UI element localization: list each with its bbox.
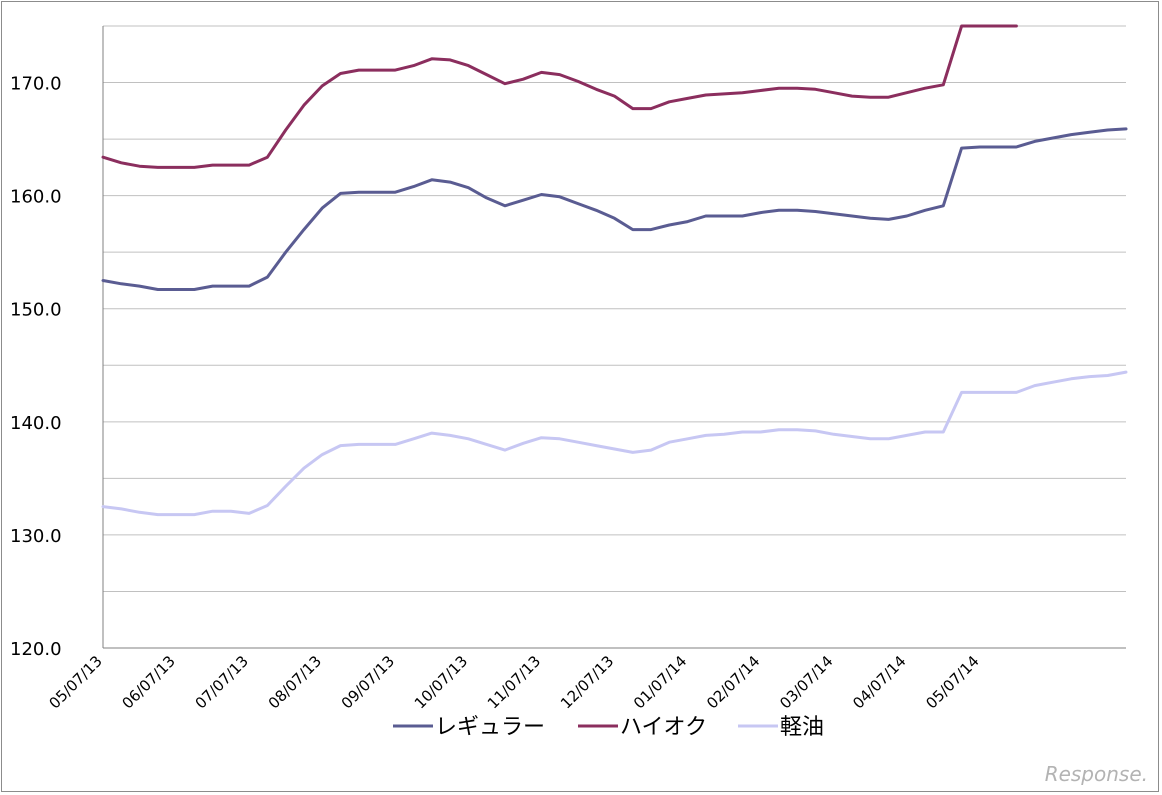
y-tick-label: 140.0	[10, 413, 62, 434]
y-tick-label: 150.0	[10, 300, 62, 321]
legend: レギュラー ハイオク 軽油	[393, 715, 824, 740]
x-tick-label: 05/07/14	[922, 652, 982, 712]
x-tick-label: 12/07/13	[557, 652, 617, 712]
series-line	[101, 24, 1018, 169]
legend-label: 軽油	[780, 715, 824, 740]
x-tick-label: 05/07/13	[45, 652, 105, 712]
x-tick-label: 06/07/13	[119, 652, 179, 712]
y-tick-label: 120.0	[10, 639, 62, 660]
y-tick-label: 130.0	[10, 526, 62, 547]
axes	[102, 26, 1126, 649]
x-tick-label: 01/07/14	[630, 652, 690, 712]
series-lines	[101, 24, 1128, 517]
legend-label: ハイオク	[620, 715, 707, 740]
series-line	[101, 370, 1128, 517]
x-tick-label: 09/07/13	[338, 652, 398, 712]
x-tick-label: 03/07/14	[776, 652, 836, 712]
x-tick-label: 08/07/13	[265, 652, 325, 712]
x-tick-label: 02/07/14	[703, 652, 763, 712]
gridlines	[103, 25, 1126, 592]
y-axis-ticks: 120.0 130.0 140.0 150.0 160.0 170.0	[10, 74, 62, 660]
x-tick-label: 07/07/13	[192, 652, 252, 712]
y-tick-label: 170.0	[10, 74, 62, 95]
x-tick-label: 10/07/13	[411, 652, 471, 712]
series-line	[101, 127, 1128, 291]
x-tick-label: 04/07/14	[849, 652, 909, 712]
y-tick-label: 160.0	[10, 187, 62, 208]
x-axis-ticks: 05/07/13 06/07/13 07/07/13 08/07/13 09/07/13…	[45, 652, 982, 712]
response-watermark: Response.	[1045, 762, 1148, 786]
legend-label: レギュラー	[435, 715, 545, 740]
x-tick-label: 11/07/13	[484, 652, 544, 712]
